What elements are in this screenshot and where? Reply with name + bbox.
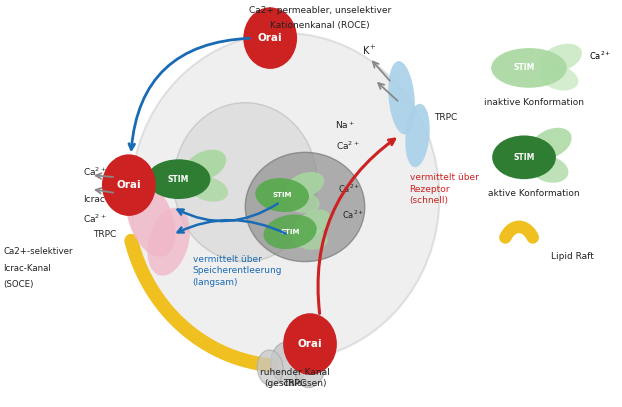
Ellipse shape — [131, 33, 439, 361]
Ellipse shape — [243, 7, 297, 69]
Text: Orai: Orai — [258, 33, 282, 43]
Ellipse shape — [292, 228, 328, 250]
Text: STIM: STIM — [513, 153, 535, 162]
Ellipse shape — [286, 172, 324, 198]
Text: TRPC: TRPC — [434, 113, 458, 122]
Text: Ca$^{2+}$: Ca$^{2+}$ — [342, 209, 364, 221]
Ellipse shape — [530, 128, 572, 159]
Text: Ca$^{2+}$: Ca$^{2+}$ — [83, 213, 107, 225]
Ellipse shape — [189, 177, 228, 202]
Ellipse shape — [529, 156, 569, 183]
Text: K$^+$: K$^+$ — [362, 44, 376, 57]
Ellipse shape — [147, 159, 210, 199]
Ellipse shape — [284, 191, 320, 213]
Text: STIM: STIM — [168, 175, 189, 184]
Text: Ca$^{2+}$: Ca$^{2+}$ — [336, 139, 360, 151]
Text: Ca$^{2+}$: Ca$^{2+}$ — [589, 50, 611, 62]
Text: STIM: STIM — [513, 63, 535, 72]
Ellipse shape — [283, 313, 337, 375]
Text: Ca$^{2+}$: Ca$^{2+}$ — [83, 166, 107, 178]
Text: (SOCE): (SOCE) — [3, 280, 34, 289]
Text: Kationenkanal (ROCE): Kationenkanal (ROCE) — [270, 21, 369, 30]
Ellipse shape — [271, 342, 305, 385]
Text: Lipid Raft: Lipid Raft — [551, 252, 594, 261]
Text: TRPC: TRPC — [284, 379, 307, 388]
Ellipse shape — [102, 154, 156, 216]
Text: Na$^+$: Na$^+$ — [335, 120, 355, 131]
Ellipse shape — [295, 348, 325, 387]
Ellipse shape — [245, 152, 364, 262]
Text: Icrac: Icrac — [83, 195, 105, 204]
Text: Ca2+ permeabler, unselektiver: Ca2+ permeabler, unselektiver — [249, 7, 391, 15]
Ellipse shape — [294, 210, 330, 238]
Ellipse shape — [147, 208, 190, 276]
Ellipse shape — [264, 214, 317, 249]
Text: Ca$^{2+}$: Ca$^{2+}$ — [338, 183, 360, 195]
Text: vermittelt über
Rezeptor
(schnell): vermittelt über Rezeptor (schnell) — [409, 173, 478, 206]
Text: TRPC: TRPC — [93, 230, 116, 239]
Ellipse shape — [491, 48, 567, 88]
Text: vermittelt über
Speicherentleerung
(langsam): vermittelt über Speicherentleerung (lang… — [193, 255, 282, 287]
Ellipse shape — [540, 44, 582, 72]
Ellipse shape — [388, 61, 415, 134]
Ellipse shape — [126, 181, 175, 257]
Text: STIM: STIM — [281, 229, 300, 235]
Text: aktive Konformation: aktive Konformation — [488, 189, 580, 198]
Text: ruhender Kanal
(geschlossen): ruhender Kanal (geschlossen) — [260, 368, 330, 388]
Ellipse shape — [406, 104, 430, 167]
Text: Ca2+-selektiver: Ca2+-selektiver — [3, 247, 73, 256]
Ellipse shape — [539, 65, 578, 90]
Ellipse shape — [255, 178, 309, 212]
Text: inaktive Konformation: inaktive Konformation — [484, 98, 584, 107]
Text: Orai: Orai — [298, 339, 322, 349]
Text: STIM: STIM — [272, 192, 292, 198]
Ellipse shape — [492, 136, 556, 179]
Ellipse shape — [174, 103, 317, 262]
Ellipse shape — [257, 350, 283, 386]
Text: Icrac-Kanal: Icrac-Kanal — [3, 264, 51, 273]
Ellipse shape — [185, 150, 226, 181]
Text: Orai: Orai — [116, 180, 141, 190]
